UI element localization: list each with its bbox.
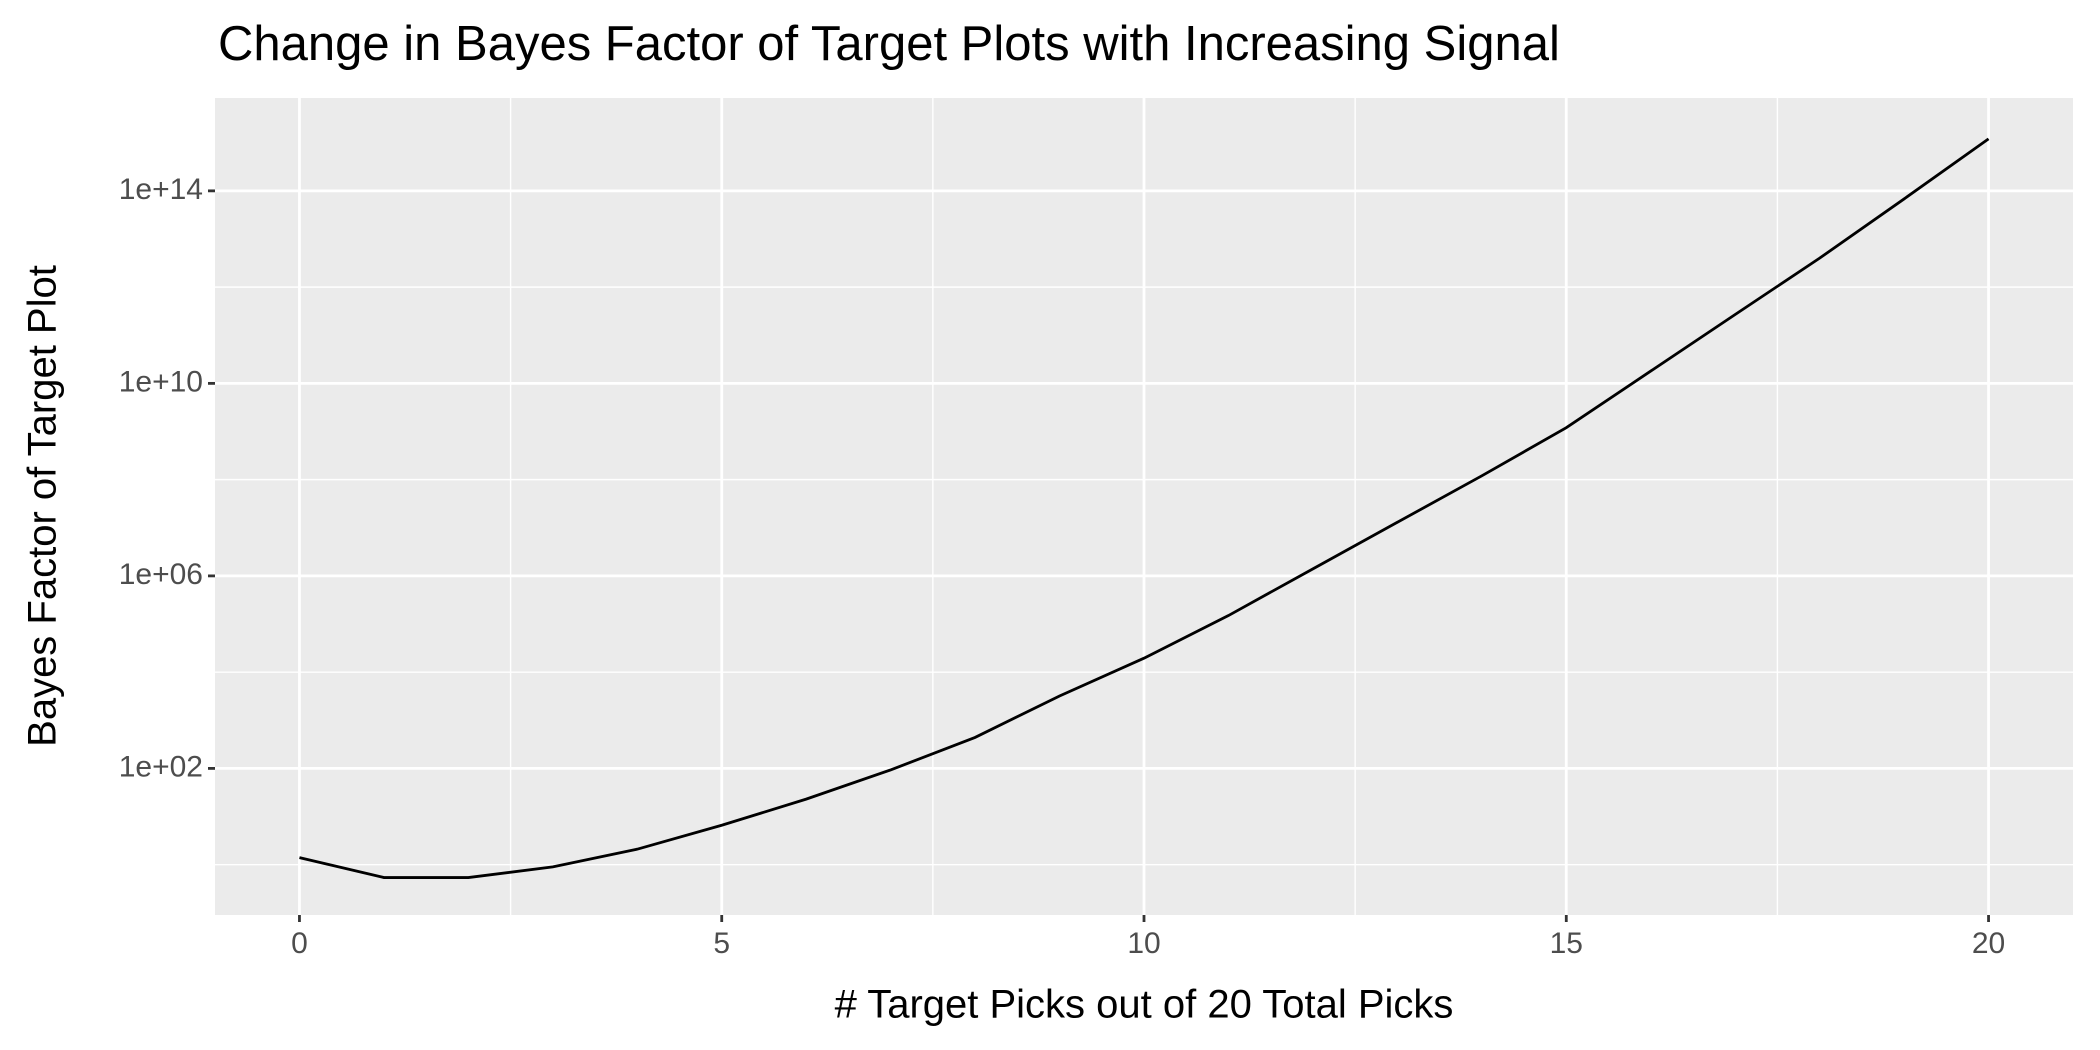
y-tick-label: 1e+10	[119, 365, 203, 398]
x-tick-label: 10	[1127, 927, 1160, 960]
x-tick-label: 20	[1972, 927, 2005, 960]
y-tick-label: 1e+14	[119, 173, 203, 206]
y-tick-label: 1e+02	[119, 750, 203, 783]
x-axis-title: # Target Picks out of 20 Total Picks	[835, 983, 1454, 1027]
x-tick-label: 15	[1550, 927, 1583, 960]
data-line	[299, 137, 1990, 879]
x-tick-label: 5	[713, 927, 730, 960]
y-tick-label: 1e+06	[119, 558, 203, 591]
chart-title: Change in Bayes Factor of Target Plots w…	[218, 17, 1560, 71]
y-axis-title: Bayes Factor of Target Plot	[21, 265, 65, 747]
x-tick-label: 0	[291, 927, 308, 960]
